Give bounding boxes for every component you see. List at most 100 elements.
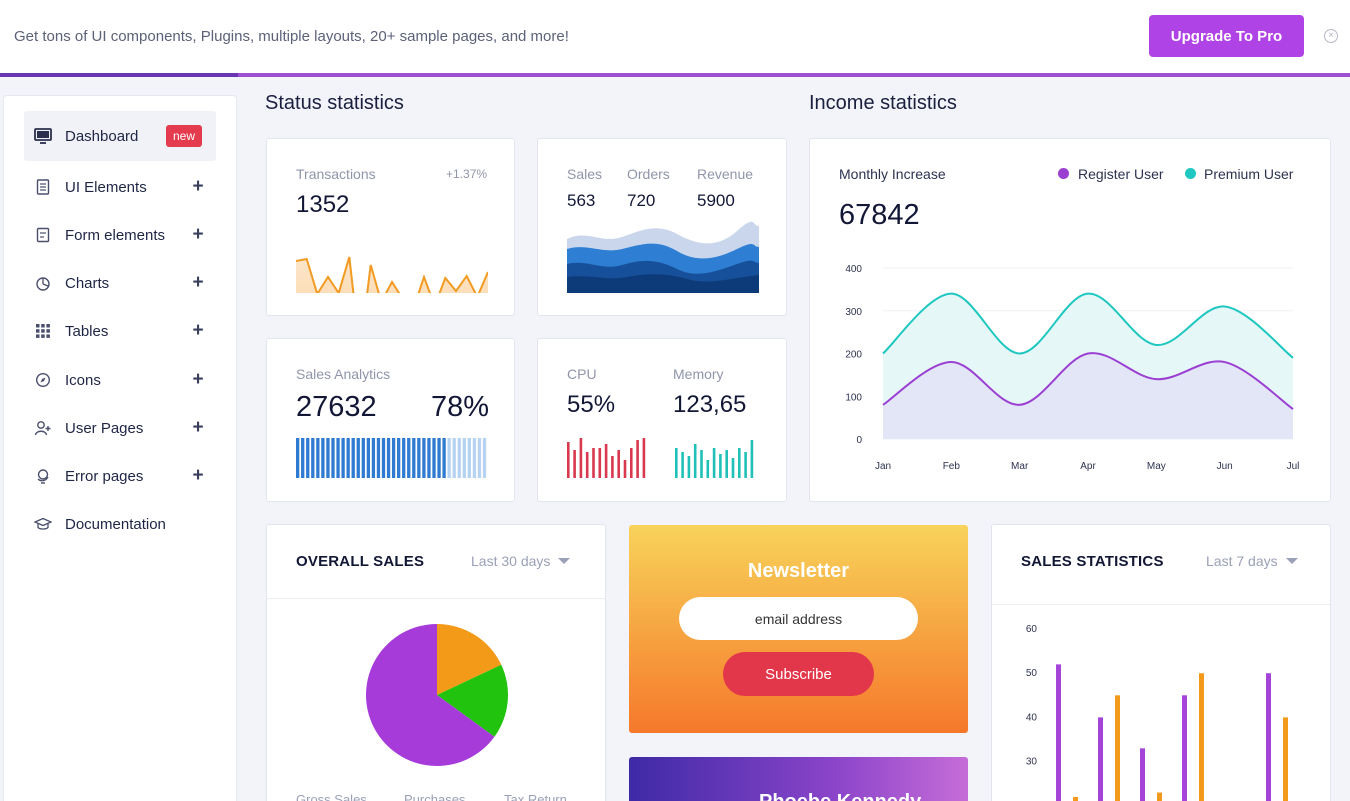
plus-icon[interactable]: + bbox=[192, 176, 204, 197]
income-y-tick: 0 bbox=[856, 435, 862, 446]
plus-icon[interactable]: + bbox=[192, 320, 204, 341]
overall-sales-card: OVERALL SALES Last 30 days Gross Sales Pu… bbox=[266, 524, 606, 801]
analytics-bar bbox=[301, 438, 305, 478]
sidebar-item-icons[interactable]: Icons + bbox=[24, 355, 216, 405]
analytics-bar bbox=[331, 438, 335, 478]
income-area-chart: 0 100 200 300 400 Jan Feb Mar Apr May Jun Jul bbox=[845, 264, 1300, 472]
memory-bar bbox=[700, 450, 703, 478]
sales-bar-orange bbox=[1115, 695, 1120, 801]
period-label: Last 30 days bbox=[471, 553, 551, 569]
cpu-bar bbox=[598, 448, 602, 478]
analytics-bar bbox=[452, 438, 456, 478]
subscribe-button[interactable]: Subscribe bbox=[723, 652, 874, 696]
sidebar-item-user-pages[interactable]: User Pages + bbox=[24, 403, 216, 453]
overall-sales-title: OVERALL SALES bbox=[296, 553, 425, 570]
cpu-bar bbox=[623, 460, 627, 478]
cpu-bar bbox=[617, 450, 620, 478]
cpu-bar bbox=[604, 444, 608, 478]
upgrade-to-pro-button[interactable]: Upgrade To Pro bbox=[1149, 15, 1304, 57]
sidebar-item-tables[interactable]: Tables + bbox=[24, 306, 216, 356]
new-badge: new bbox=[165, 125, 202, 147]
pie-legend-label: Tax Return bbox=[504, 792, 567, 801]
register-user-legend-dot bbox=[1058, 168, 1069, 179]
pie-slice bbox=[437, 664, 508, 737]
cpu-bar bbox=[636, 440, 639, 478]
income-x-tick: Mar bbox=[1011, 461, 1029, 472]
revenue-label: Revenue bbox=[697, 166, 754, 182]
overall-sales-period-select[interactable]: Last 30 days bbox=[471, 553, 571, 569]
transactions-sparkline bbox=[296, 256, 488, 293]
analytics-bar bbox=[391, 438, 396, 478]
globe-icon bbox=[34, 467, 52, 485]
newsletter-title: Newsletter bbox=[747, 560, 850, 582]
status-statistics-title: Status statistics bbox=[265, 92, 404, 114]
sales-statistics-title: SALES STATISTICS bbox=[1021, 553, 1164, 570]
analytics-bar bbox=[311, 438, 315, 478]
plus-icon[interactable]: + bbox=[192, 369, 204, 390]
sidebar-item-ui-elements[interactable]: UI Elements + bbox=[24, 162, 216, 212]
memory-bar bbox=[681, 452, 684, 478]
analytics-bar bbox=[412, 438, 416, 478]
analytics-bar bbox=[477, 438, 482, 478]
analytics-bar bbox=[361, 438, 365, 478]
cpu-bar bbox=[567, 442, 570, 478]
income-x-tick: Jan bbox=[875, 461, 891, 472]
sidebar-item-label: Documentation bbox=[65, 515, 166, 533]
analytics-bar bbox=[351, 438, 355, 478]
sidebar-item-dashboard[interactable]: Dashboard new bbox=[24, 111, 216, 161]
income-x-tick: Jul bbox=[1287, 461, 1300, 472]
cpu-bar bbox=[642, 438, 646, 478]
analytics-bar bbox=[447, 438, 451, 478]
analytics-bar bbox=[326, 438, 330, 478]
form-icon bbox=[34, 226, 52, 244]
plus-icon[interactable]: + bbox=[192, 272, 204, 293]
period-label: Last 7 days bbox=[1206, 553, 1278, 569]
analytics-bar bbox=[437, 438, 441, 478]
sales-analytics-card: Sales Analytics 27632 78% bbox=[266, 338, 515, 502]
analytics-bar bbox=[397, 438, 401, 478]
memory-bar bbox=[706, 460, 710, 478]
analytics-bar bbox=[321, 438, 325, 478]
sidebar-item-label: Icons bbox=[65, 371, 101, 389]
analytics-bar bbox=[432, 438, 436, 478]
user-plus-icon bbox=[34, 419, 52, 437]
income-y-tick: 400 bbox=[845, 264, 862, 275]
sidebar-item-form-elements[interactable]: Form elements + bbox=[24, 210, 216, 260]
sales-label: Sales bbox=[567, 166, 603, 182]
plus-icon[interactable]: + bbox=[192, 417, 204, 438]
cpu-bar bbox=[630, 448, 633, 478]
memory-bar bbox=[738, 448, 741, 478]
sidebar-item-label: Form elements bbox=[65, 226, 166, 244]
close-icon[interactable]: × bbox=[1324, 29, 1338, 43]
analytics-bar bbox=[472, 438, 477, 478]
bar-y-tick: 60 bbox=[1026, 624, 1038, 635]
income-x-tick: Jun bbox=[1217, 461, 1233, 472]
analytics-bar bbox=[366, 438, 370, 478]
income-series-line bbox=[882, 352, 1294, 410]
email-input[interactable] bbox=[679, 597, 918, 640]
sales-statistics-period-select[interactable]: Last 7 days bbox=[1206, 553, 1298, 569]
sales-bar-orange bbox=[1073, 796, 1078, 801]
pie-chart-icon bbox=[34, 274, 52, 292]
income-y-tick: 300 bbox=[845, 307, 862, 318]
sidebar-item-label: Tables bbox=[65, 322, 109, 340]
progress-bar-fill bbox=[0, 73, 238, 77]
memory-bar bbox=[687, 456, 691, 478]
plus-icon[interactable]: + bbox=[192, 465, 204, 486]
analytics-bar bbox=[296, 438, 300, 478]
sidebar-item-error-pages[interactable]: Error pages + bbox=[24, 451, 216, 501]
plus-icon[interactable]: + bbox=[192, 224, 204, 245]
bar-y-tick: 40 bbox=[1026, 712, 1038, 723]
income-x-tick: May bbox=[1147, 461, 1166, 472]
sidebar-item-documentation[interactable]: Documentation bbox=[24, 499, 216, 549]
top-banner: Get tons of UI components, Plugins, mult… bbox=[0, 0, 1350, 74]
sales-bar-orange bbox=[1283, 717, 1288, 801]
monthly-increase-label: Monthly Increase bbox=[839, 166, 946, 182]
sidebar-item-label: Dashboard bbox=[65, 127, 139, 145]
sales-analytics-label: Sales Analytics bbox=[296, 366, 391, 382]
sidebar-item-charts[interactable]: Charts + bbox=[24, 258, 216, 308]
analytics-bar bbox=[341, 438, 345, 478]
analytics-bar bbox=[336, 438, 340, 478]
bar-y-tick: 30 bbox=[1026, 757, 1038, 768]
analytics-bar bbox=[346, 438, 350, 478]
